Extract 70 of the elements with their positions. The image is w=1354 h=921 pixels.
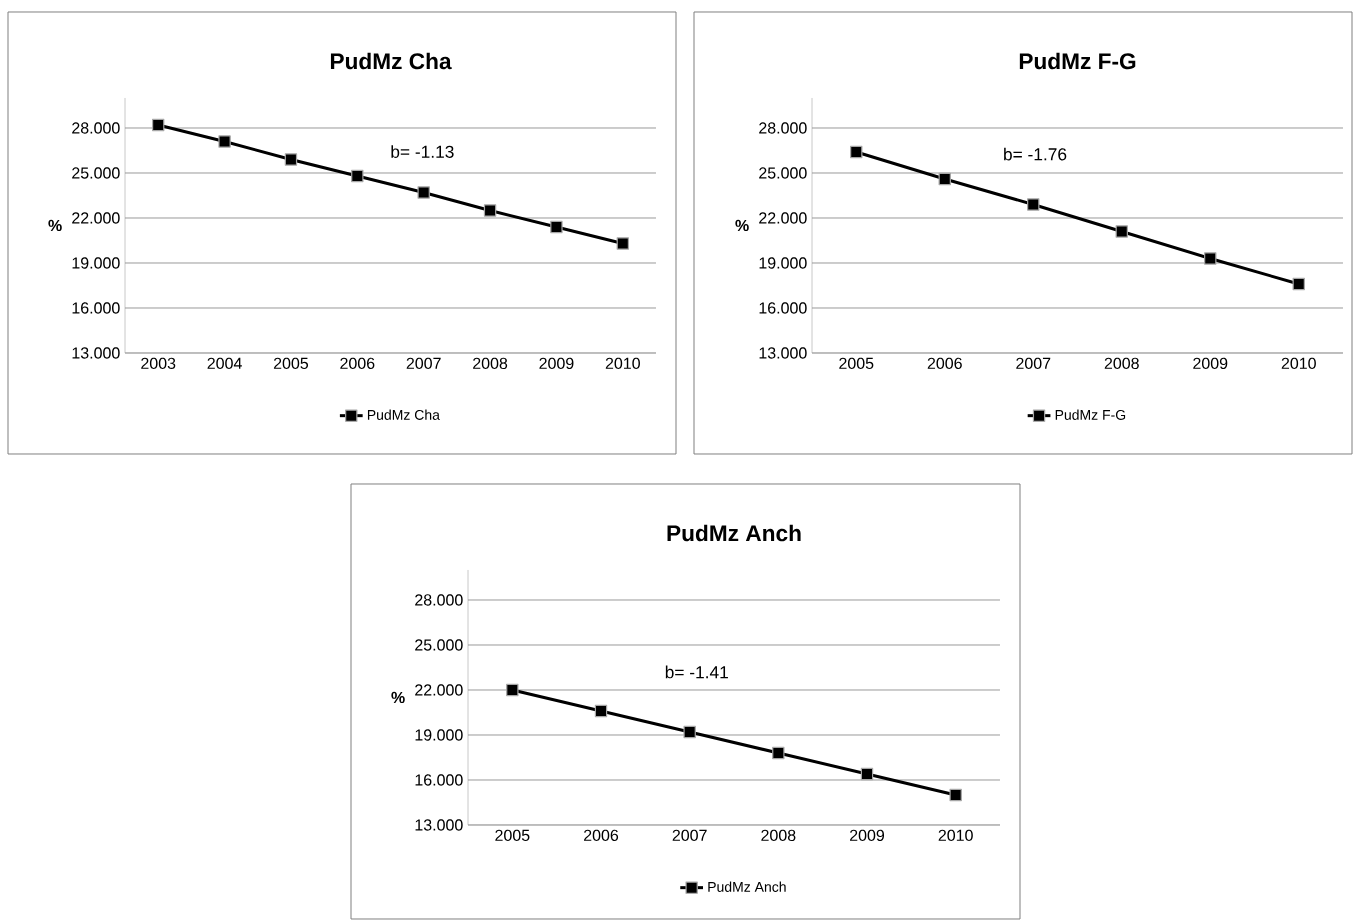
y-axis-title: % <box>735 219 749 232</box>
x-tick-label: 2008 <box>761 829 796 842</box>
y-tick-label: 28.000 <box>415 594 463 606</box>
y-tick-label: 16.000 <box>415 774 463 786</box>
x-tick-label: 2005 <box>495 829 530 842</box>
point <box>351 169 364 183</box>
y-tick-label: 22.000 <box>415 684 463 696</box>
y-tick-label: 19.000 <box>415 729 463 741</box>
y-tick-label: 25.000 <box>759 167 807 179</box>
y-tick-label: 16.000 <box>759 302 807 314</box>
y-tick-label: 22.000 <box>759 212 807 224</box>
legend-label: PudMz F-G <box>1055 409 1126 420</box>
point <box>1115 225 1128 238</box>
legend-label: PudMz Cha <box>367 409 440 420</box>
chart-title: PudMz F-G <box>1019 52 1136 70</box>
x-tick-label: 2009 <box>539 357 574 370</box>
x-tick-label: 2004 <box>207 357 242 370</box>
point <box>151 118 165 132</box>
y-tick-label: 16.000 <box>72 302 120 314</box>
legend-label: PudMz Anch <box>708 881 786 892</box>
y-tick-label: 25.000 <box>415 639 463 651</box>
point <box>1027 198 1040 211</box>
x-tick-label: 2007 <box>406 357 441 370</box>
annotation: b= -1.13 <box>391 145 454 158</box>
y-tick-label: 19.000 <box>759 257 807 269</box>
point <box>417 186 430 199</box>
point <box>506 683 519 697</box>
x-tick-label: 2008 <box>473 357 508 370</box>
x-tick-label: 2006 <box>927 357 962 370</box>
x-tick-label: 2005 <box>839 357 874 370</box>
annotation: b= -1.76 <box>1004 147 1067 161</box>
point <box>938 172 951 186</box>
point <box>683 725 696 739</box>
y-tick-label: 19.000 <box>72 257 120 269</box>
y-tick-label: 13.000 <box>415 819 463 831</box>
point <box>594 704 608 718</box>
x-tick-label: 2009 <box>1193 357 1228 370</box>
x-tick-label: 2006 <box>584 829 619 842</box>
x-tick-label: 2008 <box>1104 357 1139 370</box>
point <box>218 135 231 148</box>
point <box>550 220 563 234</box>
y-tick-label: 25.000 <box>72 167 120 179</box>
x-tick-label: 2006 <box>340 357 375 370</box>
x-tick-label: 2009 <box>850 829 885 842</box>
point <box>616 237 630 250</box>
y-tick-label: 28.000 <box>72 122 120 134</box>
y-axis-title: % <box>391 691 405 704</box>
point <box>949 788 962 802</box>
y-tick-label: 28.000 <box>759 122 807 134</box>
x-tick-label: 2007 <box>1016 357 1051 370</box>
y-tick-label: 13.000 <box>759 347 807 359</box>
y-tick-label: 22.000 <box>72 212 120 224</box>
x-tick-label: 2005 <box>273 357 309 370</box>
x-tick-label: 2010 <box>1281 357 1316 370</box>
y-axis-title: % <box>48 219 62 232</box>
annotation: b= -1.41 <box>665 665 728 679</box>
point <box>772 746 785 760</box>
point <box>850 145 863 159</box>
point <box>860 767 874 781</box>
x-tick-label: 2007 <box>672 829 707 842</box>
point <box>284 153 298 166</box>
x-tick-label: 2010 <box>605 357 640 370</box>
point <box>483 204 497 217</box>
point <box>1204 252 1217 265</box>
point <box>1292 277 1305 291</box>
chart-title: PudMz Cha <box>330 52 452 70</box>
y-tick-label: 13.000 <box>72 347 120 359</box>
chart-title: PudMz Anch <box>667 524 801 542</box>
x-tick-label: 2003 <box>141 357 176 370</box>
x-tick-label: 2010 <box>938 829 973 842</box>
